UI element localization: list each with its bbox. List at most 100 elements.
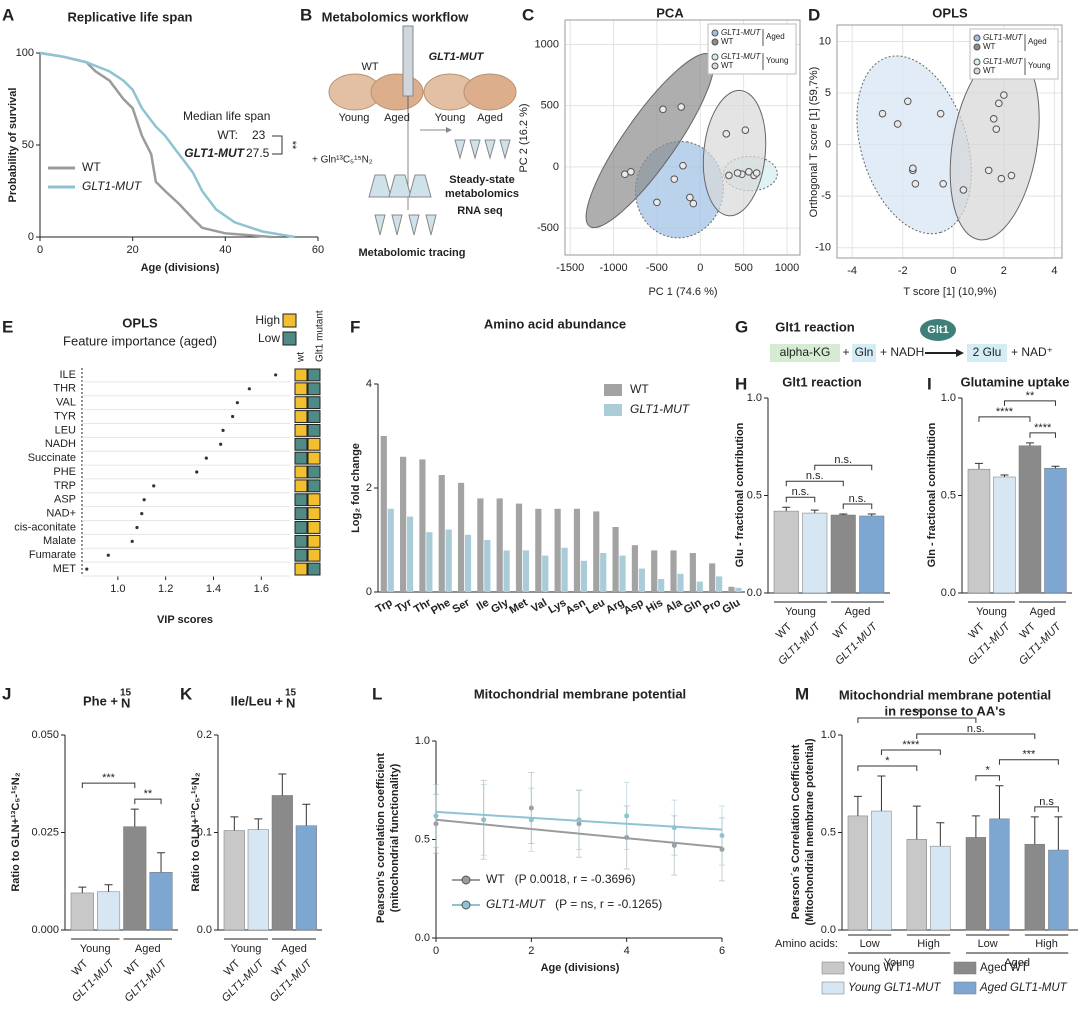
panel-title: 15	[285, 688, 297, 699]
legend-label: GLT1-MUT	[721, 28, 762, 37]
bar	[1048, 849, 1069, 931]
significance-label: *	[986, 765, 991, 777]
label: + NAD⁺	[1011, 345, 1053, 359]
y-axis-label: Ratio to GLN+¹³C₅-¹⁵N₂	[190, 772, 202, 891]
x-tick-label: -1000	[599, 262, 627, 274]
error-bar	[782, 506, 791, 512]
error-bar	[278, 773, 287, 796]
survival-line	[39, 51, 272, 239]
y-tick-label: -500	[537, 222, 559, 234]
heat-cell	[294, 396, 308, 410]
category-label: ASP	[54, 494, 76, 506]
bar	[696, 581, 703, 592]
y-axis-label: Log₂ fold change	[350, 443, 362, 533]
significance-bracket	[1034, 806, 1059, 812]
y-tick-label: 0	[825, 138, 831, 150]
significance-bracket	[1029, 432, 1056, 438]
y-axis-label: Pearson´s Correlation Coefficient	[790, 744, 802, 919]
x-tick-label: WT	[967, 620, 988, 641]
vip-dot	[152, 484, 156, 488]
bar	[70, 892, 94, 931]
annotation: Median life span	[183, 109, 270, 123]
y-tick-label: 0	[553, 161, 559, 173]
significance-label: ****	[996, 406, 1014, 418]
x-tick-label: -4	[847, 265, 857, 277]
x-tick-label: Trp	[374, 597, 395, 616]
error-bar	[302, 803, 311, 826]
legend-marker	[711, 62, 719, 70]
bar	[223, 830, 245, 931]
heat-cell	[294, 507, 308, 521]
x-tick-label: 1.4	[206, 583, 221, 595]
category-label: PHE	[53, 466, 76, 478]
category-label: TYR	[54, 410, 76, 422]
arrowhead	[956, 349, 964, 357]
significance-label: **	[913, 707, 922, 719]
error-bar	[1054, 816, 1063, 851]
bar	[522, 550, 530, 592]
data-point	[733, 169, 742, 177]
y-tick-label: 500	[541, 100, 559, 112]
category-label: THR	[53, 383, 76, 395]
heat-cell	[307, 507, 321, 521]
x-tick-label: 20	[127, 244, 139, 256]
error-bar	[936, 822, 945, 847]
data-point	[989, 115, 998, 123]
panel-title: Glutamine uptake	[960, 374, 1069, 389]
y-tick-label: 50	[22, 139, 34, 151]
annotation: 23	[252, 128, 266, 142]
legend-label: WT	[983, 66, 996, 75]
heat-cell	[307, 368, 321, 382]
panel-letter: H	[735, 374, 747, 393]
legend-label: WT	[486, 872, 505, 886]
y-tick-label: 0.0	[941, 587, 956, 599]
bar	[457, 482, 465, 592]
heat-cell	[294, 382, 308, 396]
x-tick-label: 4	[1051, 265, 1057, 277]
y-tick-label: 4	[366, 378, 372, 390]
significance-label: n.s.	[849, 493, 867, 505]
legend-label: Young GLT1-MUT	[848, 982, 941, 994]
data-point	[1007, 171, 1016, 180]
error-bar	[853, 795, 862, 816]
heat-cell	[294, 521, 308, 534]
x-tick-label: Asp	[622, 597, 646, 618]
annotation: WT:	[217, 128, 238, 142]
level-label: High	[1035, 938, 1058, 950]
heat-cell	[294, 562, 308, 576]
legend-swatch	[604, 384, 622, 396]
x-tick-label: 40	[219, 244, 231, 256]
legend-marker	[461, 900, 471, 910]
legend-swatch	[282, 313, 297, 328]
error-bar	[230, 816, 239, 831]
vip-dot	[140, 511, 144, 516]
level-label: Low	[978, 938, 998, 950]
y-tick-label: 0.5	[747, 489, 762, 501]
syringe	[402, 25, 414, 97]
heat-cell	[294, 451, 308, 465]
legend-stat: (P 0.0018, r = -0.3696)	[515, 872, 636, 886]
legend-label: Aged GLT1-MUT	[979, 982, 1068, 994]
y-tick-label: 0.0	[415, 932, 430, 944]
legend-box	[707, 23, 797, 75]
x-tick-label: Ser	[451, 596, 473, 616]
significance-bracket	[134, 798, 162, 805]
legend-marker	[973, 67, 981, 75]
bar	[445, 529, 452, 592]
vip-dot	[130, 539, 134, 543]
legend-label: WT	[82, 160, 101, 174]
bar	[906, 839, 927, 931]
label: +	[842, 345, 849, 359]
panel-letter: J	[2, 684, 11, 703]
confidence-ellipse	[702, 89, 767, 217]
error-bar	[157, 852, 166, 873]
data-point	[719, 833, 725, 839]
bar	[689, 553, 696, 592]
legend-group: Aged	[1028, 37, 1047, 46]
heat-cell	[294, 479, 308, 493]
error-bar	[995, 785, 1004, 819]
x-tick-label: Phe	[429, 597, 452, 617]
x-tick-label: -500	[646, 262, 668, 274]
panel-letter: A	[2, 5, 14, 24]
data-point	[686, 193, 694, 202]
